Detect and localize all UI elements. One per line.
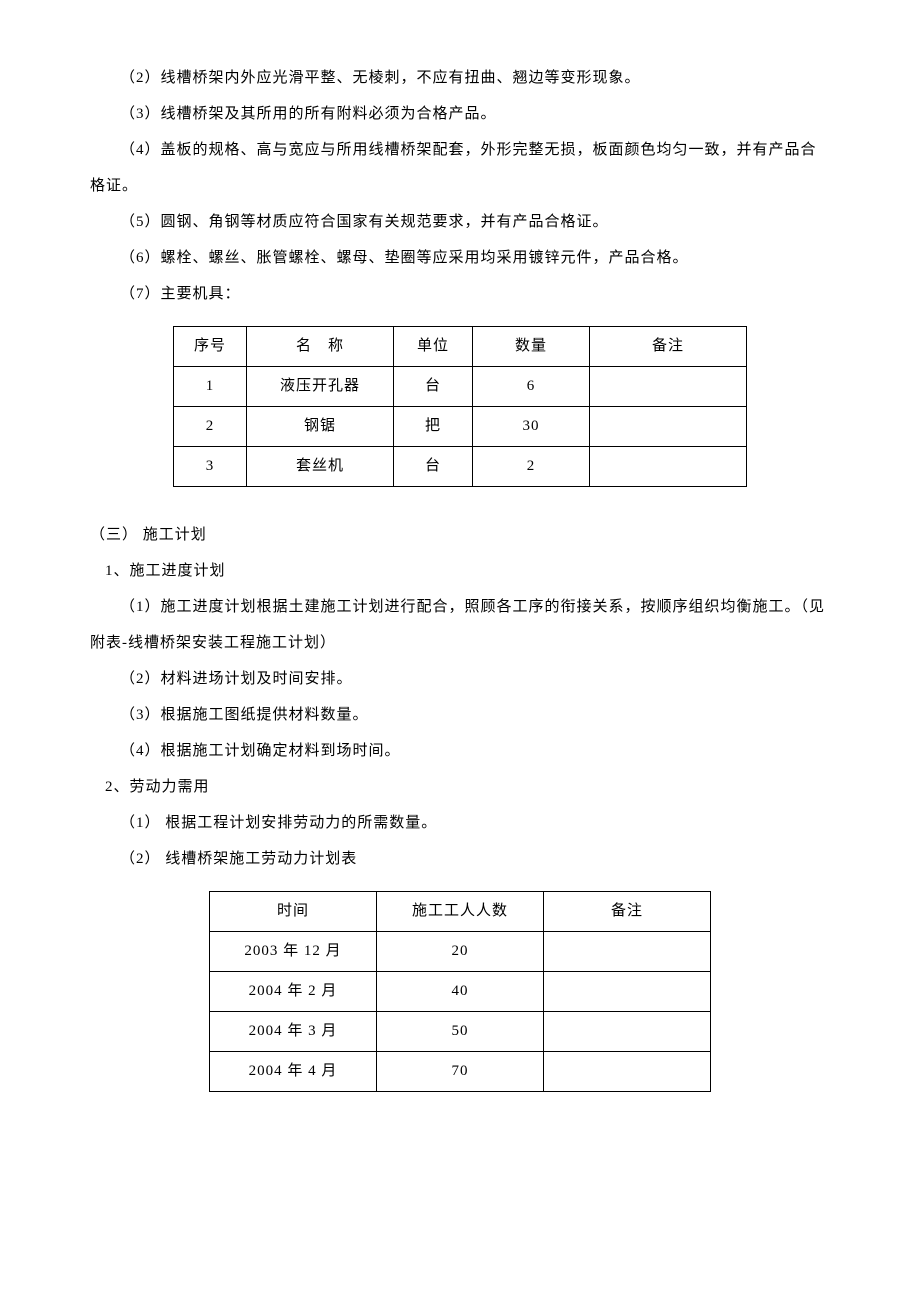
col-header-note: 备注 (590, 327, 747, 367)
section-3-1-1: （1）施工进度计划根据土建施工计划进行配合，照顾各工序的衔接关系，按顺序组织均衡… (90, 589, 830, 661)
table-row: 2004 年 4 月 70 (210, 1052, 711, 1092)
paragraph-2: （2）线槽桥架内外应光滑平整、无棱刺，不应有扭曲、翘边等变形现象。 (90, 60, 830, 96)
cell-unit: 把 (394, 407, 473, 447)
cell-note (544, 1052, 711, 1092)
cell-qty: 30 (473, 407, 590, 447)
cell-time: 2004 年 2 月 (210, 972, 377, 1012)
cell-unit: 台 (394, 447, 473, 487)
section-3-heading: （三） 施工计划 (90, 517, 830, 553)
cell-workers: 70 (377, 1052, 544, 1092)
paragraph-7: （7）主要机具： (90, 276, 830, 312)
col-header-time: 时间 (210, 892, 377, 932)
paragraph-5: （5）圆钢、角钢等材质应符合国家有关规范要求，并有产品合格证。 (90, 204, 830, 240)
cell-workers: 40 (377, 972, 544, 1012)
table-row: 3 套丝机 台 2 (174, 447, 747, 487)
col-header-qty: 数量 (473, 327, 590, 367)
section-3-1-4: （4）根据施工计划确定材料到场时间。 (90, 733, 830, 769)
cell-workers: 20 (377, 932, 544, 972)
section-3-1-heading: 1、施工进度计划 (90, 553, 830, 589)
cell-time: 2003 年 12 月 (210, 932, 377, 972)
cell-note (544, 972, 711, 1012)
cell-qty: 2 (473, 447, 590, 487)
table-header-row: 序号 名 称 单位 数量 备注 (174, 327, 747, 367)
cell-name: 钢锯 (247, 407, 394, 447)
cell-seq: 1 (174, 367, 247, 407)
section-3-2-heading: 2、劳动力需用 (90, 769, 830, 805)
section-3-1-3: （3）根据施工图纸提供材料数量。 (90, 697, 830, 733)
paragraph-4: （4）盖板的规格、高与宽应与所用线槽桥架配套，外形完整无损，板面颜色均匀一致，并… (90, 132, 830, 204)
col-header-seq: 序号 (174, 327, 247, 367)
table-row: 2 钢锯 把 30 (174, 407, 747, 447)
section-3-1-2: （2）材料进场计划及时间安排。 (90, 661, 830, 697)
col-header-unit: 单位 (394, 327, 473, 367)
table-header-row: 时间 施工工人人数 备注 (210, 892, 711, 932)
table-row: 2004 年 2 月 40 (210, 972, 711, 1012)
cell-time: 2004 年 4 月 (210, 1052, 377, 1092)
tools-table: 序号 名 称 单位 数量 备注 1 液压开孔器 台 6 2 钢锯 把 30 3 … (173, 326, 747, 487)
section-3-2-1: （1） 根据工程计划安排劳动力的所需数量。 (90, 805, 830, 841)
col-header-note: 备注 (544, 892, 711, 932)
table-row: 2004 年 3 月 50 (210, 1012, 711, 1052)
cell-name: 液压开孔器 (247, 367, 394, 407)
paragraph-3: （3）线槽桥架及其所用的所有附料必须为合格产品。 (90, 96, 830, 132)
cell-qty: 6 (473, 367, 590, 407)
table-row: 1 液压开孔器 台 6 (174, 367, 747, 407)
cell-note (544, 1012, 711, 1052)
cell-seq: 2 (174, 407, 247, 447)
cell-note (590, 447, 747, 487)
labor-plan-table: 时间 施工工人人数 备注 2003 年 12 月 20 2004 年 2 月 4… (209, 891, 711, 1092)
col-header-workers: 施工工人人数 (377, 892, 544, 932)
cell-seq: 3 (174, 447, 247, 487)
cell-workers: 50 (377, 1012, 544, 1052)
section-3-2-2: （2） 线槽桥架施工劳动力计划表 (90, 841, 830, 877)
cell-note (590, 407, 747, 447)
cell-unit: 台 (394, 367, 473, 407)
paragraph-6: （6）螺栓、螺丝、胀管螺栓、螺母、垫圈等应采用均采用镀锌元件，产品合格。 (90, 240, 830, 276)
col-header-name: 名 称 (247, 327, 394, 367)
cell-name: 套丝机 (247, 447, 394, 487)
cell-note (590, 367, 747, 407)
cell-time: 2004 年 3 月 (210, 1012, 377, 1052)
cell-note (544, 932, 711, 972)
table-row: 2003 年 12 月 20 (210, 932, 711, 972)
